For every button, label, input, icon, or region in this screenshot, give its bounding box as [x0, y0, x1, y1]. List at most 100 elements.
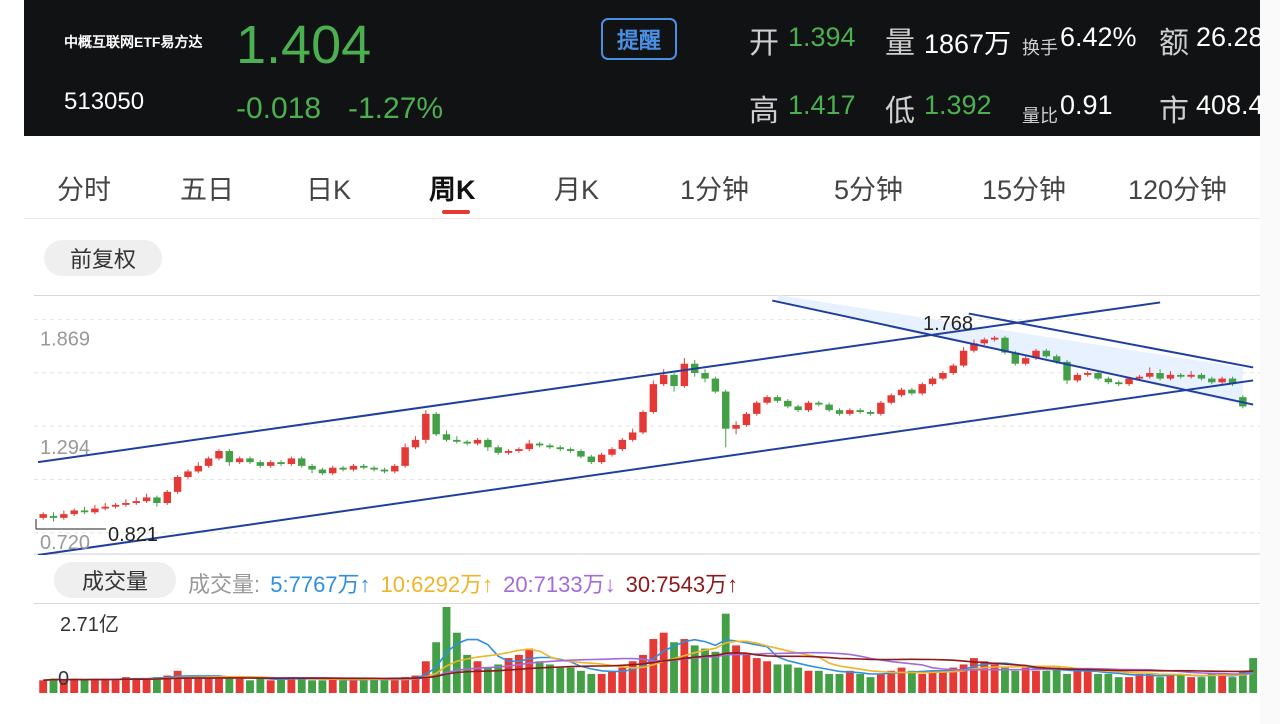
- candle: [266, 462, 275, 466]
- volume-bar: [970, 658, 978, 693]
- volume-bar: [980, 661, 989, 693]
- candle: [732, 425, 740, 429]
- vol-ratio-value: 0.91: [1060, 90, 1113, 120]
- candle: [970, 343, 978, 351]
- candle: [928, 378, 937, 385]
- ma-legend-item: 20:7133万↓: [503, 572, 616, 597]
- candle: [1135, 376, 1144, 379]
- volume-bar: [1176, 673, 1185, 693]
- candle: [494, 447, 502, 453]
- candle: [546, 445, 554, 448]
- volume-chip[interactable]: 成交量: [54, 562, 176, 598]
- volume-bar: [649, 639, 658, 693]
- price-change-pct: -1.27%: [348, 92, 444, 125]
- volume-bar: [577, 670, 585, 693]
- adjust-chip[interactable]: 前复权: [44, 240, 162, 276]
- candle: [184, 471, 192, 477]
- volume-bar: [1021, 667, 1030, 693]
- turnover-value: 6.42%: [1060, 22, 1137, 52]
- fund-code: 513050: [64, 88, 145, 115]
- low-value: 1.392: [924, 90, 992, 120]
- candle: [308, 465, 316, 470]
- low-annotation: 0.821: [108, 524, 158, 546]
- mktcap-label: 市: [1159, 95, 1189, 128]
- tab-15min[interactable]: 15分钟: [982, 175, 1067, 205]
- candle: [618, 439, 627, 450]
- volume-bar: [1094, 673, 1102, 693]
- candle: [1218, 378, 1226, 383]
- volume-bar: [111, 678, 120, 693]
- candle: [597, 454, 606, 463]
- volume-bar: [525, 648, 534, 693]
- tab-daily-k[interactable]: 日K: [306, 175, 352, 205]
- tab-monthly-k[interactable]: 月K: [554, 175, 600, 205]
- candle: [794, 406, 802, 411]
- candle: [939, 373, 947, 379]
- candle: [370, 467, 378, 470]
- candle: [70, 510, 78, 515]
- volume-chart[interactable]: 2.71亿 0: [34, 603, 1260, 693]
- candle: [484, 439, 492, 448]
- volume-bar: [1197, 677, 1206, 693]
- open-value: 1.394: [788, 22, 856, 52]
- price-change: -0.018: [236, 92, 322, 125]
- tab-five-day[interactable]: 五日: [180, 175, 234, 205]
- volume-bar: [680, 639, 689, 693]
- candle: [608, 449, 616, 455]
- volume-bar: [773, 664, 782, 693]
- candle: [1125, 378, 1133, 385]
- volume-bar: [1135, 673, 1144, 693]
- volume-bar: [545, 664, 554, 693]
- remind-button[interactable]: 提醒: [601, 18, 677, 60]
- volume-bar: [277, 678, 285, 693]
- tab-120min[interactable]: 120分钟: [1128, 175, 1228, 205]
- volume-bar: [1228, 677, 1237, 693]
- candle: [339, 467, 347, 470]
- volume-bar: [618, 667, 627, 693]
- tab-5min[interactable]: 5分钟: [834, 175, 904, 205]
- volume-bar: [742, 654, 751, 693]
- volume-bar: [907, 670, 916, 693]
- volume-bar: [70, 678, 79, 693]
- volume-bar: [752, 658, 761, 693]
- candle: [122, 503, 130, 505]
- candle: [277, 462, 285, 464]
- volume-bar: [1001, 667, 1009, 693]
- candle: [1021, 358, 1030, 364]
- period-tabs: 分时 五日 日K 周K 月K 1分钟 5分钟 15分钟 120分钟: [24, 148, 1260, 219]
- volume-bar: [1083, 670, 1092, 693]
- volume-bar: [887, 670, 896, 693]
- candlestick-chart[interactable]: 1.869 1.294 0.720 1.768 0.821: [34, 295, 1260, 555]
- ma-legend-item: 30:7543万↑: [625, 572, 739, 597]
- volume-bar: [359, 678, 368, 693]
- candle: [173, 477, 182, 492]
- volume-bar: [349, 680, 358, 693]
- candle: [504, 451, 513, 453]
- trendline-down-upper: [968, 312, 1254, 369]
- ma-legend-label: 成交量:: [188, 572, 261, 597]
- volume-bar: [763, 661, 772, 693]
- candle: [1156, 373, 1164, 379]
- volume-bar: [194, 678, 203, 693]
- candle: [360, 465, 368, 468]
- volume-bar: [608, 670, 616, 693]
- volume-bar: [246, 680, 254, 693]
- tab-1min[interactable]: 1分钟: [680, 175, 750, 205]
- volume-bar: [1249, 658, 1258, 693]
- candle: [535, 443, 544, 446]
- candle: [722, 391, 730, 429]
- volume-bar: [328, 678, 337, 693]
- candle: [525, 443, 533, 450]
- candle: [1177, 374, 1185, 377]
- candle: [1187, 374, 1195, 377]
- candle: [1146, 373, 1154, 377]
- tab-weekly-k[interactable]: 周K: [429, 175, 476, 205]
- volume-bar: [287, 677, 296, 693]
- candle: [784, 400, 792, 407]
- candle: [515, 449, 523, 451]
- active-tab-indicator: [442, 210, 470, 214]
- volume-bar: [225, 677, 234, 693]
- tab-intraday[interactable]: 分时: [57, 175, 111, 205]
- candle: [649, 384, 658, 412]
- volume-max-label: 2.71亿: [60, 613, 119, 636]
